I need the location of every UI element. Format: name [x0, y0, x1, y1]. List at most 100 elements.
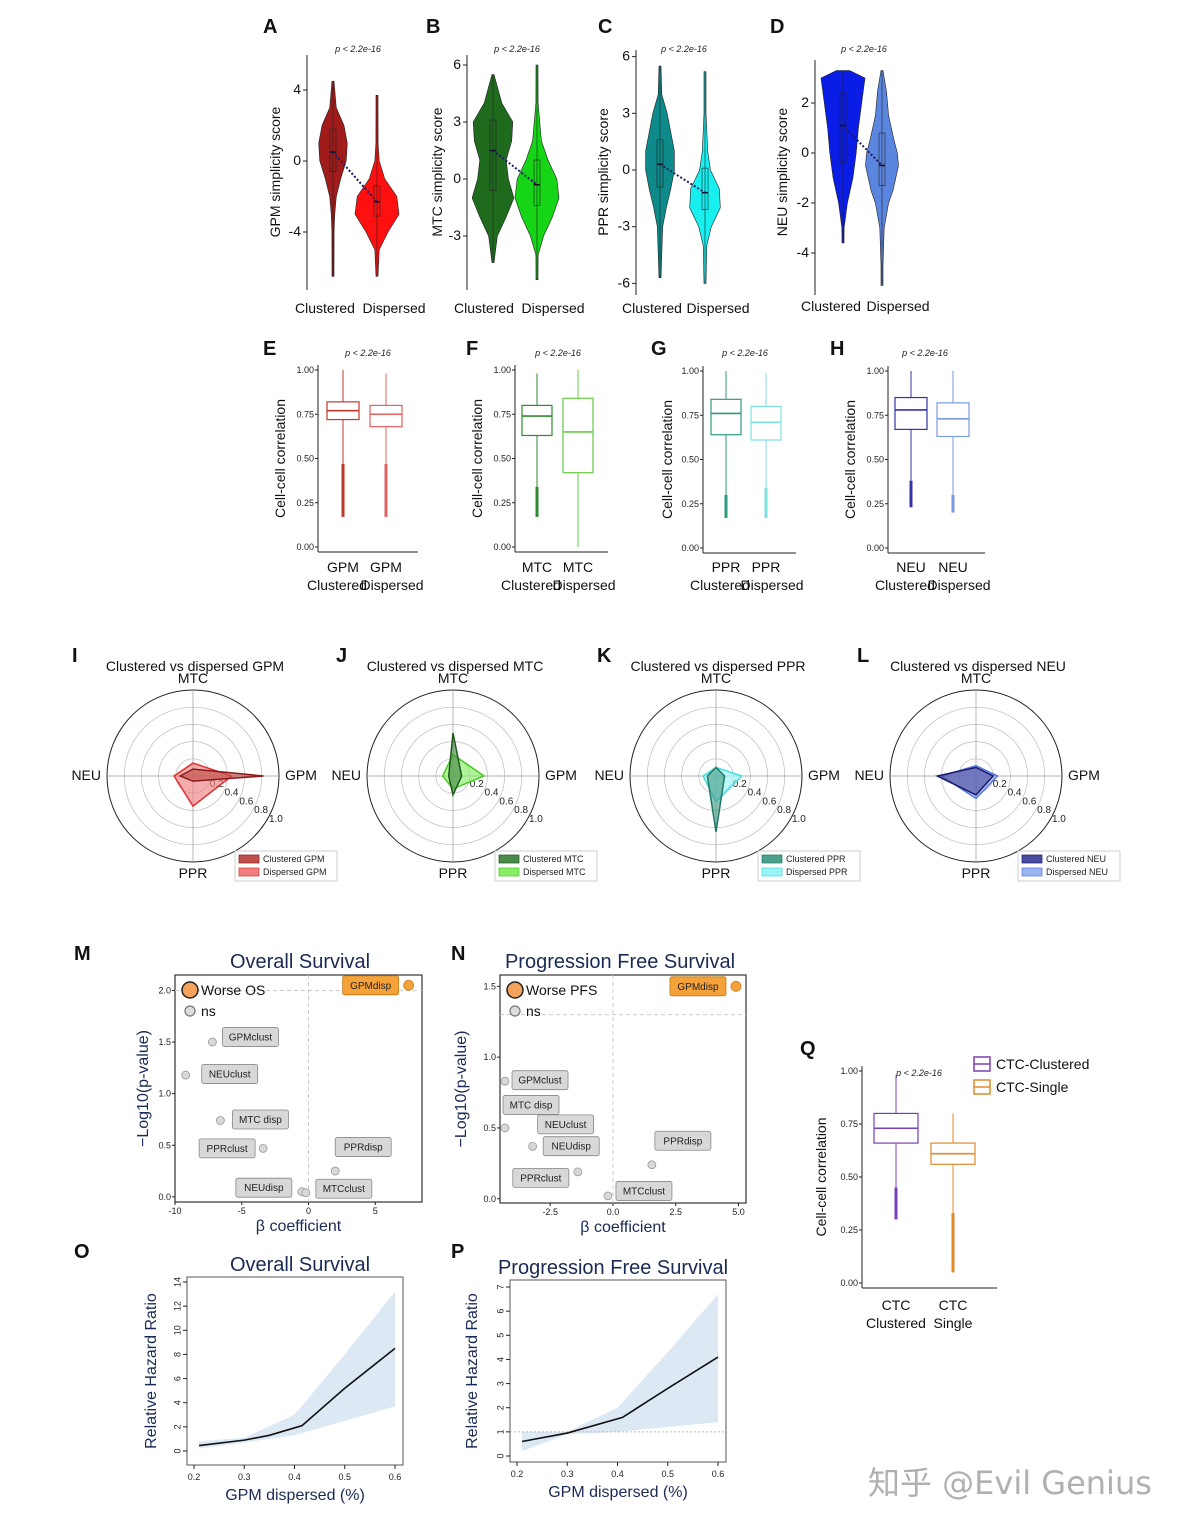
y-tick-label: 0.25: [866, 499, 884, 509]
p-value-label: p < 2.2e-16: [895, 1068, 942, 1078]
ring-label: 0.8: [514, 805, 528, 816]
y-tick-label: 4: [293, 81, 301, 97]
legend-swatch: [1021, 854, 1043, 864]
y-axis-label: NEU simplicity score: [774, 108, 790, 237]
plot-title: Progression Free Survival: [498, 1257, 728, 1279]
legend-label: Dispersed PPR: [786, 867, 848, 877]
median-connector: [332, 151, 378, 203]
ring-label: 1.0: [1052, 814, 1066, 825]
point-label: MTC disp: [510, 1100, 553, 1111]
x-group-label: Dispersed: [740, 577, 803, 593]
x-tick-label: NEU: [938, 559, 968, 575]
y-tick-label: 0.00: [493, 542, 511, 552]
point-label-box: [669, 976, 727, 997]
point-label: MTC disp: [239, 1115, 282, 1126]
y-tick-label: -4: [289, 223, 302, 239]
hazard-ratio-line: [521, 1356, 719, 1443]
y-axis-label: −Log10(p-value): [453, 1031, 470, 1148]
x-tick-label: PPR: [712, 559, 741, 575]
point-label-box: [542, 1136, 600, 1157]
x-tick-label: Dispersed: [521, 300, 584, 316]
y-tick-label: 0.50: [866, 455, 884, 465]
y-tick-label: 0.25: [681, 499, 699, 509]
x-tick-label: MTC: [563, 559, 593, 575]
radar-axis-label: GPM: [808, 767, 840, 783]
y-axis-label: PPR simplicity score: [595, 108, 611, 236]
point-label: NEUclust: [209, 1070, 251, 1081]
x-tick-label: CTC: [882, 1297, 911, 1313]
y-tick-label: 3: [622, 104, 630, 120]
radar-title: Clustered vs dispersed MTC: [367, 658, 544, 674]
radar-axis-label: PPR: [179, 865, 208, 881]
legend-swatch: [238, 854, 260, 864]
radar-axis-label: PPR: [439, 865, 468, 881]
point-label: NEUdisp: [244, 1183, 284, 1194]
panel-letter: K: [597, 645, 612, 667]
x-tick-label: 5.0: [732, 1207, 745, 1217]
y-tick-label: 0.00: [296, 542, 314, 552]
y-tick-label: 0: [801, 144, 809, 160]
y-tick-label: 0.50: [840, 1172, 858, 1182]
y-tick-label: 6: [453, 56, 461, 72]
boxplot-box: [878, 132, 886, 186]
x-tick-label: -2.5: [542, 1207, 558, 1217]
legend-label: CTC-Clustered: [996, 1056, 1089, 1072]
y-tick-label: 10: [172, 1325, 182, 1335]
median-connector: [659, 163, 706, 194]
y-tick-label: 8: [172, 1352, 182, 1357]
radar-axis-label: MTC: [701, 670, 731, 686]
x-tick-label: Clustered: [454, 300, 514, 316]
legend-marker-significant: [181, 981, 199, 999]
box: [936, 402, 970, 438]
boxplot-box: [489, 119, 497, 191]
data-point-pprdisp: [647, 1160, 657, 1170]
y-axis-label: Relative Hazard Ratio: [464, 1293, 481, 1449]
radar-axis-label: MTC: [961, 670, 991, 686]
radar-axis-label: MTC: [438, 670, 468, 686]
hazard-ratio-line: [198, 1347, 396, 1447]
y-tick-label: 0.50: [493, 454, 511, 464]
point-label-box: [502, 1095, 560, 1115]
y-tick-label: 0.25: [840, 1225, 858, 1235]
radar-title: Clustered vs dispersed GPM: [106, 658, 284, 674]
legend-label: Clustered NEU: [1046, 854, 1106, 864]
legend-label: Worse PFS: [526, 982, 597, 998]
point-label: MTCclust: [323, 1184, 365, 1195]
x-group-label: Dispersed: [360, 577, 423, 593]
p-value-label: p < 2.2e-16: [534, 348, 581, 358]
box: [562, 397, 594, 474]
y-tick-label: -6: [618, 274, 631, 290]
median-connector: [492, 149, 538, 186]
panel-letter: J: [336, 645, 347, 667]
y-tick-label: -2: [797, 194, 810, 210]
radar-axis-label: GPM: [1068, 767, 1100, 783]
p-value-label: p < 2.2e-16: [493, 44, 540, 54]
data-point-mtcclust: [603, 1191, 613, 1201]
point-label-box: [198, 1138, 256, 1159]
y-tick-label: 0.75: [840, 1119, 858, 1129]
box: [894, 396, 928, 431]
ring-label: 0.4: [748, 788, 762, 799]
y-tick-label: 4: [495, 1357, 505, 1362]
y-tick-label: 5: [495, 1333, 505, 1338]
legend-marker-ns: [509, 1005, 521, 1017]
y-tick-label: 0: [453, 170, 461, 186]
radar-series-clustered-ppr: [706, 766, 726, 833]
x-tick-label: 0.2: [188, 1472, 201, 1482]
point-label-box: [334, 1137, 392, 1157]
plot-title: Overall Survival: [230, 951, 370, 973]
y-tick-label: 0: [622, 161, 630, 177]
y-tick-label: 0: [293, 152, 301, 168]
y-tick-label: 0.50: [681, 455, 699, 465]
data-point-pprclust: [258, 1143, 268, 1153]
y-tick-label: 12: [172, 1301, 182, 1311]
x-tick-label: NEU: [896, 559, 926, 575]
x-tick-label: 0.0: [607, 1207, 620, 1217]
box: [750, 405, 782, 441]
y-tick-label: 0.5: [158, 1140, 171, 1150]
legend-label: ns: [201, 1003, 216, 1019]
panel-letter: C: [598, 16, 612, 38]
point-label: NEUclust: [545, 1120, 587, 1131]
x-axis-label: GPM dispersed (%): [225, 1487, 365, 1504]
y-tick-label: 0.00: [840, 1278, 858, 1288]
